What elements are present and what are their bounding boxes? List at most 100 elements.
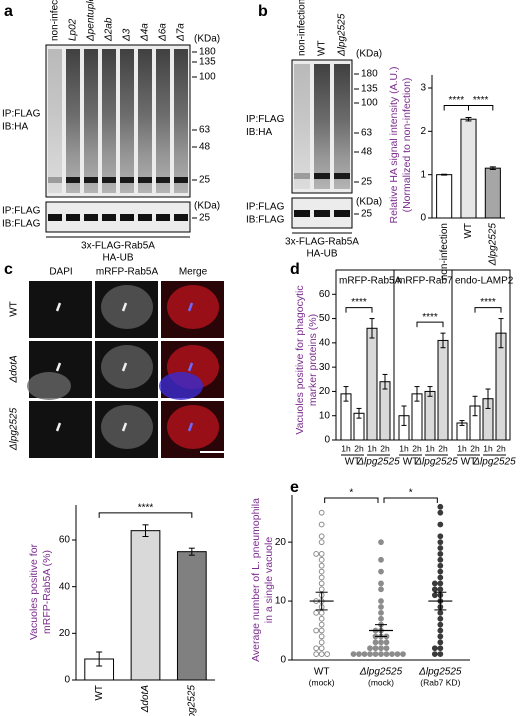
blot-band [84, 177, 98, 183]
data-point [313, 651, 320, 658]
significance-bracket [468, 104, 494, 111]
column-label: Merge [179, 267, 208, 278]
marker-label: 135 [361, 84, 378, 95]
marker-label: 100 [199, 72, 216, 83]
lane-label: WT [317, 40, 328, 56]
data-point [383, 645, 390, 652]
micrograph-nucleus [27, 372, 71, 400]
lane-label: Δ2ab [104, 17, 115, 42]
y-axis-label: marker proteins (%) [307, 314, 319, 406]
bar [460, 118, 477, 219]
data-point [437, 503, 444, 510]
lane-label: Δ6a [158, 23, 169, 42]
blot-band [314, 173, 330, 179]
bar [436, 174, 453, 219]
construct-label: 3x-FLAG-Rab5A [81, 241, 155, 252]
marker-label: 25 [199, 175, 211, 186]
blot-lane [314, 64, 330, 189]
y-tick-label: 20 [275, 537, 287, 548]
significance-label: **** [422, 312, 438, 323]
significance-label: **** [473, 95, 489, 106]
micrograph [29, 401, 92, 458]
blot-band [48, 214, 62, 221]
data-point [318, 533, 325, 540]
data-point [318, 651, 325, 658]
y-tick-label: 10 [275, 596, 287, 607]
bar [424, 390, 436, 441]
data-point [318, 621, 325, 628]
data-point [372, 651, 379, 658]
ip-label: IP:FLAG [246, 114, 285, 125]
ip-label: IB:FLAG [2, 219, 41, 230]
column-label: DAPI [49, 267, 72, 278]
row-label: Δlpg2525 [9, 407, 20, 451]
data-point [318, 633, 325, 640]
data-point [437, 551, 444, 557]
bar [437, 339, 449, 441]
x-tick-label: WT [94, 685, 105, 701]
data-point [378, 639, 384, 646]
time-label: 1h [399, 443, 409, 453]
blot-lane [84, 49, 98, 193]
blot-band [156, 177, 170, 183]
blot-band [174, 177, 188, 183]
construct-label: HA-UB [306, 249, 337, 260]
blot-band [294, 173, 310, 179]
blot-lane [138, 49, 152, 193]
significance-label: **** [449, 95, 465, 106]
data-point [361, 651, 368, 658]
data-point [313, 551, 320, 557]
ip-label: IB:FLAG [246, 215, 285, 226]
data-point [318, 556, 325, 563]
data-point [313, 627, 320, 634]
data-point [437, 580, 444, 587]
micrograph-bacterium [187, 422, 194, 432]
y-tick-label: 10 [319, 410, 331, 421]
significance-bracket [345, 307, 373, 313]
blot-lane [334, 64, 350, 189]
data-point [318, 615, 325, 622]
significance-label: **** [480, 297, 496, 308]
blot-lane [294, 64, 310, 189]
data-point [372, 639, 379, 646]
row-label: ΔdotA [9, 355, 20, 384]
data-point [378, 598, 384, 604]
data-point [378, 580, 384, 587]
blot-band [138, 177, 152, 183]
data-point [318, 639, 325, 646]
data-point [437, 568, 444, 575]
x-tick-label: ΔdotA [140, 685, 151, 714]
marker-label: 63 [199, 125, 211, 136]
data-point [437, 633, 444, 640]
y-tick-label: 50 [319, 313, 331, 324]
marker-label: 180 [199, 47, 216, 58]
marker-label: 135 [199, 57, 216, 68]
blot-band [174, 214, 188, 221]
bar [495, 332, 507, 441]
time-label: 1h [483, 443, 493, 453]
micrograph-nucleus [159, 372, 203, 400]
lane-label: Δ3 [122, 28, 133, 42]
construct-label: 3x-FLAG-Rab5A [285, 237, 359, 248]
blot-band [66, 177, 80, 183]
blot-band [156, 214, 170, 221]
panel-letter: e [290, 479, 299, 496]
data-point [437, 586, 444, 593]
micrograph-bacterium [55, 362, 62, 372]
time-label: 2h [496, 443, 506, 453]
strain-label: Δlpg2525 [414, 457, 458, 468]
panel-title: mRFP-Rab5A [339, 276, 402, 287]
data-point [378, 539, 384, 546]
data-point [431, 651, 438, 658]
plot-frame [335, 269, 511, 441]
blot-band [102, 214, 116, 221]
blot-lane [48, 49, 62, 193]
data-point [318, 580, 325, 587]
marker-label: 25 [361, 209, 373, 220]
strain-label: Δlpg2525 [356, 457, 400, 468]
significance-label: **** [351, 297, 367, 308]
row-label: WT [9, 301, 20, 317]
significance-bracket [474, 307, 502, 313]
x-tick-label: Δlpg2525 [359, 667, 403, 678]
blot-lane [120, 49, 134, 193]
